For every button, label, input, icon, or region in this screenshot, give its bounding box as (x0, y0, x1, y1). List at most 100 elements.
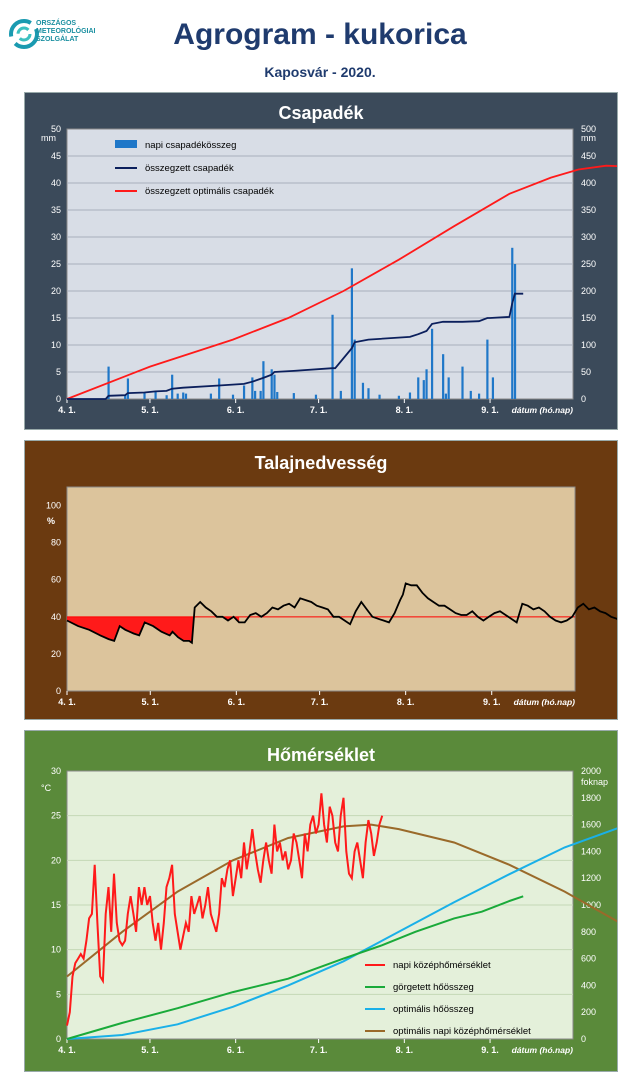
daily-precip-bar (353, 339, 356, 399)
y-tick-label: 30 (51, 766, 61, 776)
page-subtitle: Kaposvár - 2020. (264, 64, 376, 80)
y-axis-unit: % (47, 516, 55, 526)
x-axis-label: dátum (hó.nap) (514, 697, 576, 707)
y-tick-label: 0 (56, 394, 61, 404)
temperature-title: Hőmérséklet (266, 745, 376, 765)
y-tick-label: 40 (51, 612, 61, 622)
x-tick-label: 5. 1. (141, 1045, 159, 1055)
y-right-tick-label: 200 (581, 1007, 596, 1017)
y-right-tick-label: 450 (581, 151, 596, 161)
daily-precip-bar (339, 390, 342, 399)
y-right-tick-label: 1200 (581, 873, 601, 883)
y-right-unit: mm (581, 133, 596, 143)
y-tick-label: 10 (51, 945, 61, 955)
y-right-tick-label: 1800 (581, 793, 601, 803)
daily-precip-bar (184, 393, 188, 399)
daily-precip-bar (231, 394, 235, 399)
soil-moisture-panel: Talajnedvesség 0 20 40 60 80 100 4. 1. 5. 1. 6. … (24, 440, 618, 720)
daily-precip-bar (176, 393, 179, 399)
y-tick-label: 20 (51, 855, 61, 865)
x-tick-label: 4. 1. (58, 697, 76, 707)
daily-precip-bar (242, 385, 246, 399)
x-tick-label: 9. 1. (481, 405, 499, 415)
daily-precip-bar (486, 339, 489, 399)
plot-area (66, 486, 576, 692)
daily-precip-bar (254, 390, 257, 399)
daily-precip-bar (477, 393, 481, 399)
x-tick-label: 7. 1. (311, 697, 329, 707)
logo-text: ORSZÁGOS METEOROLÓGIAI SZOLGÁLAT (36, 20, 96, 43)
daily-precip-bar (262, 361, 265, 399)
rolling-heat-sum-line (66, 895, 524, 1040)
daily-precip-bar (425, 369, 428, 399)
y-left-unit: °C (41, 783, 52, 793)
legend-label: optimális hőösszeg (393, 1004, 474, 1015)
daily-precip-bar (442, 354, 445, 399)
x-tick-label: 8. 1. (396, 1045, 414, 1055)
optimal-heat-sum-line (66, 827, 617, 1040)
y-right-tick-label: 400 (581, 980, 596, 990)
y-tick-label: 40 (51, 178, 61, 188)
daily-precip-bar (361, 382, 365, 399)
y-right-tick-label: 800 (581, 927, 596, 937)
daily-precip-bar (350, 268, 353, 399)
daily-precip-bar (422, 380, 425, 399)
y-right-unit: foknap (581, 777, 608, 787)
temperature-chart: 0 5 10 15 20 25 30 0 200 400 600 800 1000 1200 1400 160… (41, 766, 617, 1055)
deficit-area (67, 616, 195, 643)
soil-moisture-title: Talajnedvesség (254, 453, 388, 473)
y-right-tick-label: 2000 (581, 766, 601, 776)
y-right-tick-label: 350 (581, 205, 596, 215)
legend-label: napi középhőmérséklet (393, 960, 491, 971)
daily-precip-bar (513, 264, 517, 399)
x-tick-label: 7. 1. (310, 1045, 328, 1055)
daily-temp-line (66, 793, 384, 1026)
daily-precip-bar (209, 393, 212, 399)
x-tick-label: 4. 1. (58, 1045, 76, 1055)
optimal-daily-temp-line (66, 823, 617, 978)
x-tick-label: 8. 1. (397, 697, 415, 707)
daily-precip-bar (124, 394, 127, 399)
y-left-unit: mm (41, 133, 56, 143)
y-right-tick-label: 1600 (581, 820, 601, 830)
daily-precip-bar (251, 377, 254, 399)
daily-precip-bar (154, 390, 157, 399)
y-tick-label: 15 (51, 900, 61, 910)
y-tick-label: 10 (51, 340, 61, 350)
y-right-tick-label: 300 (581, 232, 596, 242)
y-right-tick-label: 250 (581, 259, 596, 269)
y-tick-label: 0 (56, 686, 61, 696)
x-tick-label: 4. 1. (58, 405, 76, 415)
page-title: Agrogram - kukorica (173, 18, 467, 51)
y-right-tick-label: 1000 (581, 900, 601, 910)
daily-precip-bar (165, 395, 168, 399)
y-tick-label: 60 (51, 575, 61, 585)
x-tick-label: 7. 1. (310, 405, 328, 415)
daily-precip-bar (314, 394, 318, 399)
daily-precip-bar (270, 369, 273, 399)
y-tick-label: 20 (51, 649, 61, 659)
daily-precip-bar (461, 366, 464, 399)
daily-precip-bar (447, 377, 450, 399)
daily-precip-bar (378, 394, 381, 399)
daily-precip-bar (417, 377, 420, 399)
x-tick-label: 9. 1. (483, 697, 501, 707)
daily-precip-bar (444, 393, 448, 399)
x-tick-label: 6. 1. (228, 697, 246, 707)
y-tick-label: 25 (51, 811, 61, 821)
daily-precip-bar (511, 247, 514, 399)
legend-label: napi csapadékösszeg (145, 140, 236, 151)
y-tick-label: 15 (51, 313, 61, 323)
daily-precip-bar (171, 374, 174, 399)
soil-moisture-chart: 0 20 40 60 80 100 4. 1. 5. 1. 6. 1. 7. 1. 8. 1. 9. … (46, 486, 617, 707)
precipitation-chart: 0510152025303540455005010015020025030035… (41, 124, 617, 415)
y-tick-label: 30 (51, 232, 61, 242)
daily-precip-bar (218, 378, 221, 399)
legend-label: összegzett csapadék (145, 163, 234, 174)
x-tick-label: 9. 1. (481, 1045, 499, 1055)
y-right-tick-label: 200 (581, 286, 596, 296)
x-tick-label: 6. 1. (227, 405, 245, 415)
legend-label: összegzett optimális csapadék (145, 186, 274, 197)
optimal-cumulative-line (66, 164, 617, 400)
y-tick-label: 25 (51, 259, 61, 269)
